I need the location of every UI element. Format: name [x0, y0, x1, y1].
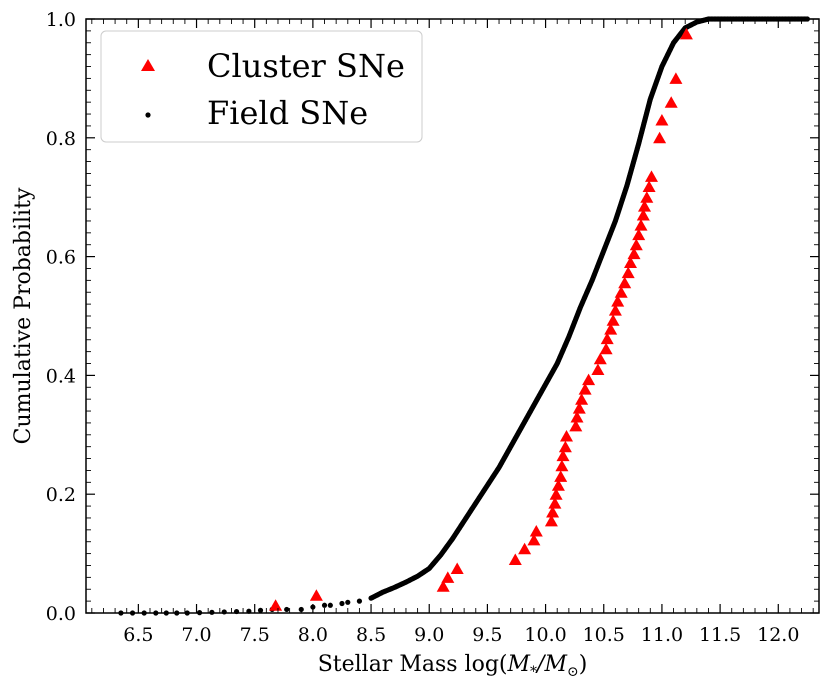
cluster-sne-point — [548, 497, 562, 509]
cluster-sne-point — [555, 459, 569, 472]
cluster-sne-point — [569, 419, 583, 432]
cluster-sne-point — [575, 393, 589, 405]
x-tick-label: 10.5 — [583, 624, 625, 646]
cluster-sne-point — [664, 96, 678, 108]
cluster-sne-point — [629, 238, 643, 251]
y-tick-label: 0.6 — [46, 247, 76, 269]
legend-box — [100, 30, 423, 143]
x-tick-label: 7.0 — [181, 624, 211, 646]
y-axis-label: Cumulative Probability — [11, 187, 36, 444]
cluster-sne-point — [508, 553, 522, 565]
x-axis-label-math-2: M — [543, 652, 567, 677]
cluster-sne-point — [604, 323, 618, 335]
x-axis-label: Stellar Mass log(M*/M⊙) — [318, 652, 588, 680]
cluster-sne-point — [640, 191, 654, 203]
cluster-sne-point — [621, 266, 635, 279]
x-tick-label: 10.0 — [524, 624, 566, 646]
cluster-sne-point — [614, 286, 628, 298]
field-sne-point — [257, 607, 264, 613]
x-axis-label-slash: / — [535, 652, 547, 677]
x-axis-label-sub1: * — [530, 664, 537, 680]
cluster-sne-point — [544, 514, 558, 527]
cluster-sne-point — [309, 589, 323, 601]
x-tick-label: 11.5 — [699, 624, 741, 646]
field-sne-point — [345, 599, 351, 605]
legend: Cluster SNe Field SNe — [100, 30, 423, 143]
cluster-sne-layer — [269, 27, 693, 611]
cluster-sne-point — [669, 72, 683, 84]
field-sne-point — [284, 606, 290, 613]
cluster-sne-point — [527, 533, 541, 546]
cluster-sne-point — [582, 373, 596, 386]
cluster-sne-point — [518, 542, 532, 555]
legend-label-cluster: Cluster SNe — [207, 47, 405, 85]
cluster-sne-point — [436, 580, 450, 592]
x-axis-label-sub2: ⊙ — [567, 664, 579, 680]
x-tick-label: 11.0 — [641, 624, 683, 646]
cluster-sne-point — [634, 219, 648, 231]
cluster-sne-point — [269, 599, 283, 611]
x-tick-label: 12.0 — [757, 624, 799, 646]
x-tick-label: 6.5 — [123, 624, 153, 646]
field-sne-point — [327, 602, 333, 608]
cluster-sne-point — [632, 228, 646, 241]
cluster-sne-point — [529, 525, 543, 537]
cluster-sne-point — [653, 131, 667, 144]
cluster-sne-point — [638, 200, 651, 212]
field-sne-point — [356, 598, 363, 604]
cluster-sne-point — [591, 363, 605, 375]
y-tick-label: 0.0 — [46, 603, 76, 625]
x-tick-label: 8.0 — [298, 624, 328, 646]
y-tick-label: 0.4 — [46, 365, 76, 387]
cluster-sne-point — [578, 383, 592, 395]
cluster-sne-point — [655, 114, 669, 126]
x-axis-label-prefix: Stellar Mass log( — [318, 652, 508, 677]
cluster-sne-point — [593, 352, 607, 365]
cluster-sne-point — [642, 180, 656, 192]
cluster-sne-point — [679, 27, 693, 40]
y-tick-label: 0.8 — [46, 128, 76, 150]
legend-marker-cluster — [141, 59, 155, 71]
cluster-sne-point — [546, 506, 560, 518]
cluster-sne-point — [554, 470, 568, 482]
cluster-sne-point — [627, 247, 641, 260]
cluster-sne-point — [608, 304, 622, 316]
cluster-sne-point — [624, 256, 637, 268]
field-sne-point — [321, 602, 328, 608]
cluster-sne-point — [450, 562, 464, 574]
axis-ticks: 6.5 7.0 7.5 8.0 8.5 9.0 9.5 10.0 10.5 11.0 11.5 12.… — [46, 9, 819, 646]
cluster-sne-point — [558, 440, 572, 453]
x-tick-label: 8.5 — [356, 624, 386, 646]
x-tick-label: 7.5 — [240, 624, 270, 646]
cluster-sne-point — [611, 295, 625, 307]
x-tick-label: 9.5 — [472, 624, 502, 646]
cluster-sne-point — [441, 571, 455, 583]
legend-marker-field — [145, 112, 151, 118]
cluster-sne-point — [599, 342, 613, 355]
x-axis-label-suffix: ) — [579, 652, 588, 677]
x-tick-label: 9.0 — [414, 624, 444, 646]
x-axis-label-math: M — [506, 652, 530, 677]
legend-label-field: Field SNe — [207, 94, 368, 132]
cluster-sne-point — [556, 449, 570, 462]
cluster-sne-point — [570, 411, 584, 423]
cluster-sne-point — [618, 276, 632, 289]
cluster-sne-point — [572, 402, 586, 414]
field-sne-point — [339, 600, 345, 607]
y-tick-label: 0.2 — [46, 484, 76, 506]
cluster-sne-point — [645, 170, 658, 182]
y-tick-label: 1.0 — [46, 9, 76, 31]
cluster-sne-point — [560, 430, 573, 442]
cluster-sne-point — [551, 479, 565, 491]
cluster-sne-point — [600, 332, 614, 345]
cluster-sne-point — [549, 488, 563, 500]
cluster-sne-point — [606, 314, 620, 326]
cluster-sne-point — [636, 209, 650, 221]
